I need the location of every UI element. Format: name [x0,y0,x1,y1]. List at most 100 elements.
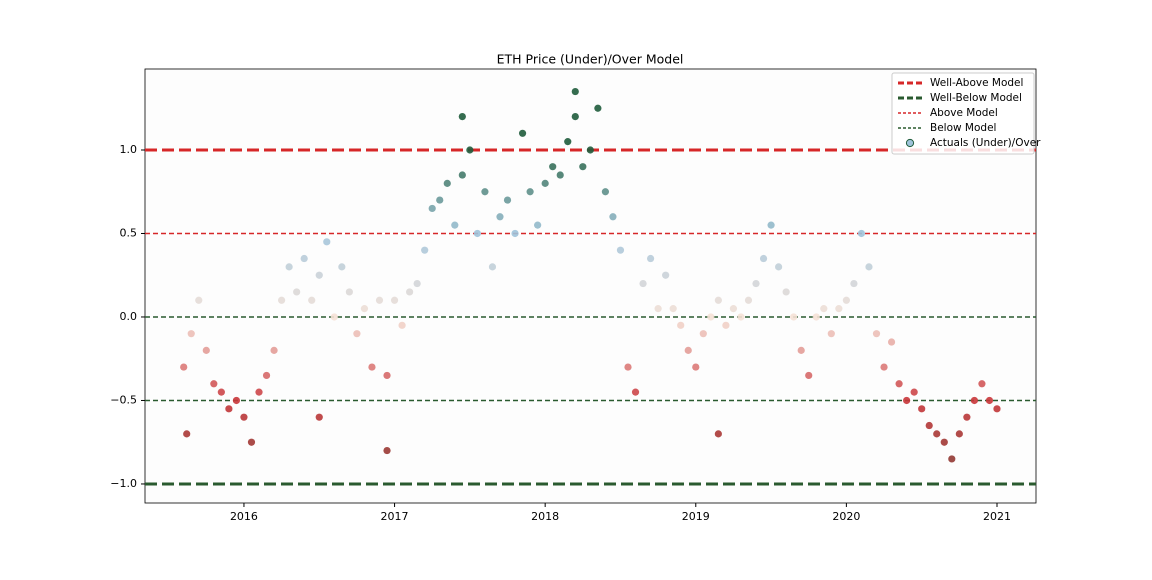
y-tick-label: −0.5 [110,393,137,406]
point [903,396,911,405]
point [775,263,783,271]
point [225,405,233,413]
point [293,288,301,296]
point [541,179,549,187]
point [360,305,369,313]
point [714,430,722,438]
point [398,321,406,329]
legend-label: Actuals (Under)/Over [930,137,1041,149]
point [880,363,888,371]
point [473,229,481,238]
point [857,229,866,238]
point [210,380,218,388]
point [601,188,610,196]
point [985,396,994,405]
point [518,129,527,137]
x-tick-label: 2017 [381,510,409,523]
legend-marker [905,138,915,148]
point [353,330,361,338]
point [195,296,203,304]
point [526,188,534,196]
point [180,363,188,371]
point [662,271,670,279]
point [692,363,700,371]
point [549,163,557,171]
point [812,313,820,321]
point [247,438,256,446]
point [925,421,933,430]
point [948,455,956,463]
point [639,279,647,288]
point [466,146,474,154]
x-tick-label: 2021 [983,510,1011,523]
y-tick-label: 0.5 [120,226,138,239]
point [262,371,271,380]
point [714,296,722,304]
point [406,288,414,296]
point [616,246,625,254]
point [300,254,308,263]
point [534,221,542,229]
point [285,263,293,271]
point [918,405,926,413]
point [624,363,632,371]
chart-title: ETH Price (Under)/Over Model [497,52,684,67]
point [338,263,346,271]
point [496,213,504,221]
point [865,263,873,271]
point [315,413,323,421]
point [308,296,316,304]
point [183,430,191,438]
point [978,380,986,388]
point [827,330,835,338]
point [383,371,391,380]
point [368,363,376,371]
point [383,446,391,455]
point [835,305,843,313]
legend-box [891,72,1035,155]
point [330,313,338,321]
point [790,313,798,321]
y-tick-label: −1.0 [110,477,137,490]
point [797,346,805,354]
point [586,146,594,154]
point [654,305,662,313]
x-tick-label: 2020 [832,510,860,523]
point [436,196,444,204]
point [669,305,677,313]
point [375,296,384,304]
point [752,279,760,288]
point [782,288,790,296]
point [217,388,225,396]
point [202,346,210,354]
point [707,313,715,321]
legend-label: Well-Below Model [930,92,1022,104]
point [232,396,241,405]
point [413,279,421,288]
point [564,138,572,146]
point [677,321,685,329]
point [646,254,655,263]
point [556,171,564,179]
point [887,338,896,346]
legend-label: Below Model [930,122,996,134]
point [571,87,579,96]
point [609,213,617,221]
point [240,413,248,421]
legend: Well-Above Model Well-Below Model Above Mo… [891,72,1041,155]
point [323,238,331,246]
point [488,263,497,271]
legend-label: Well-Above Model [930,77,1023,89]
point [910,388,918,396]
point [744,296,753,304]
point [594,104,602,112]
point [699,330,707,338]
point [255,388,263,396]
point [963,413,971,421]
point [872,330,881,338]
point [820,305,828,313]
point [481,188,489,196]
point [421,246,429,254]
point [503,196,512,204]
